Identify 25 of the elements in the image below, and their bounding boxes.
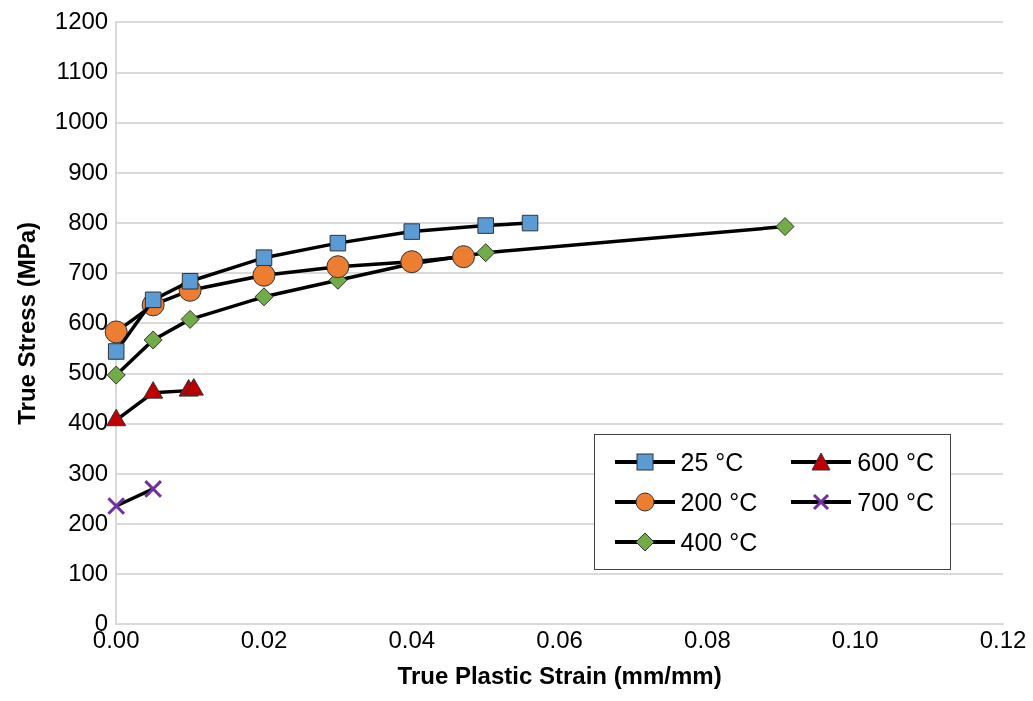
x-tick-label: 0.06 [536, 626, 583, 654]
y-tick-label: 1100 [56, 57, 109, 85]
y-tick-label: 500 [68, 358, 109, 386]
legend-label: 400 °C [680, 527, 758, 557]
x-tick-label: 0.10 [831, 626, 879, 654]
x-tick-label: 0.08 [684, 626, 731, 654]
x-tick-label: 0.02 [240, 626, 288, 654]
y-tick-label: 800 [68, 207, 109, 235]
y-tick-label: 900 [68, 157, 109, 185]
y-tick-label: 300 [68, 458, 109, 486]
x-tick-label: 0.12 [979, 626, 1027, 654]
x-axis-title: True Plastic Strain (mm/mm) [397, 662, 722, 690]
y-axis-title: True Stress (MPa) [13, 222, 41, 425]
legend-label: 700 °C [857, 487, 934, 517]
legend-label: 25 °C [680, 447, 744, 477]
x-tick-label: 0.04 [388, 626, 436, 654]
y-tick-label: 100 [68, 558, 109, 586]
y-tick-label: 200 [68, 508, 109, 536]
y-tick-label: 700 [68, 257, 109, 285]
legend-label: 200 °C [680, 487, 758, 517]
y-tick-label: 400 [68, 408, 109, 436]
y-tick-label: 1000 [54, 107, 109, 135]
y-tick-label: 1200 [54, 7, 109, 35]
y-tick-label: 600 [68, 308, 109, 336]
legend-label: 600 °C [857, 447, 934, 477]
